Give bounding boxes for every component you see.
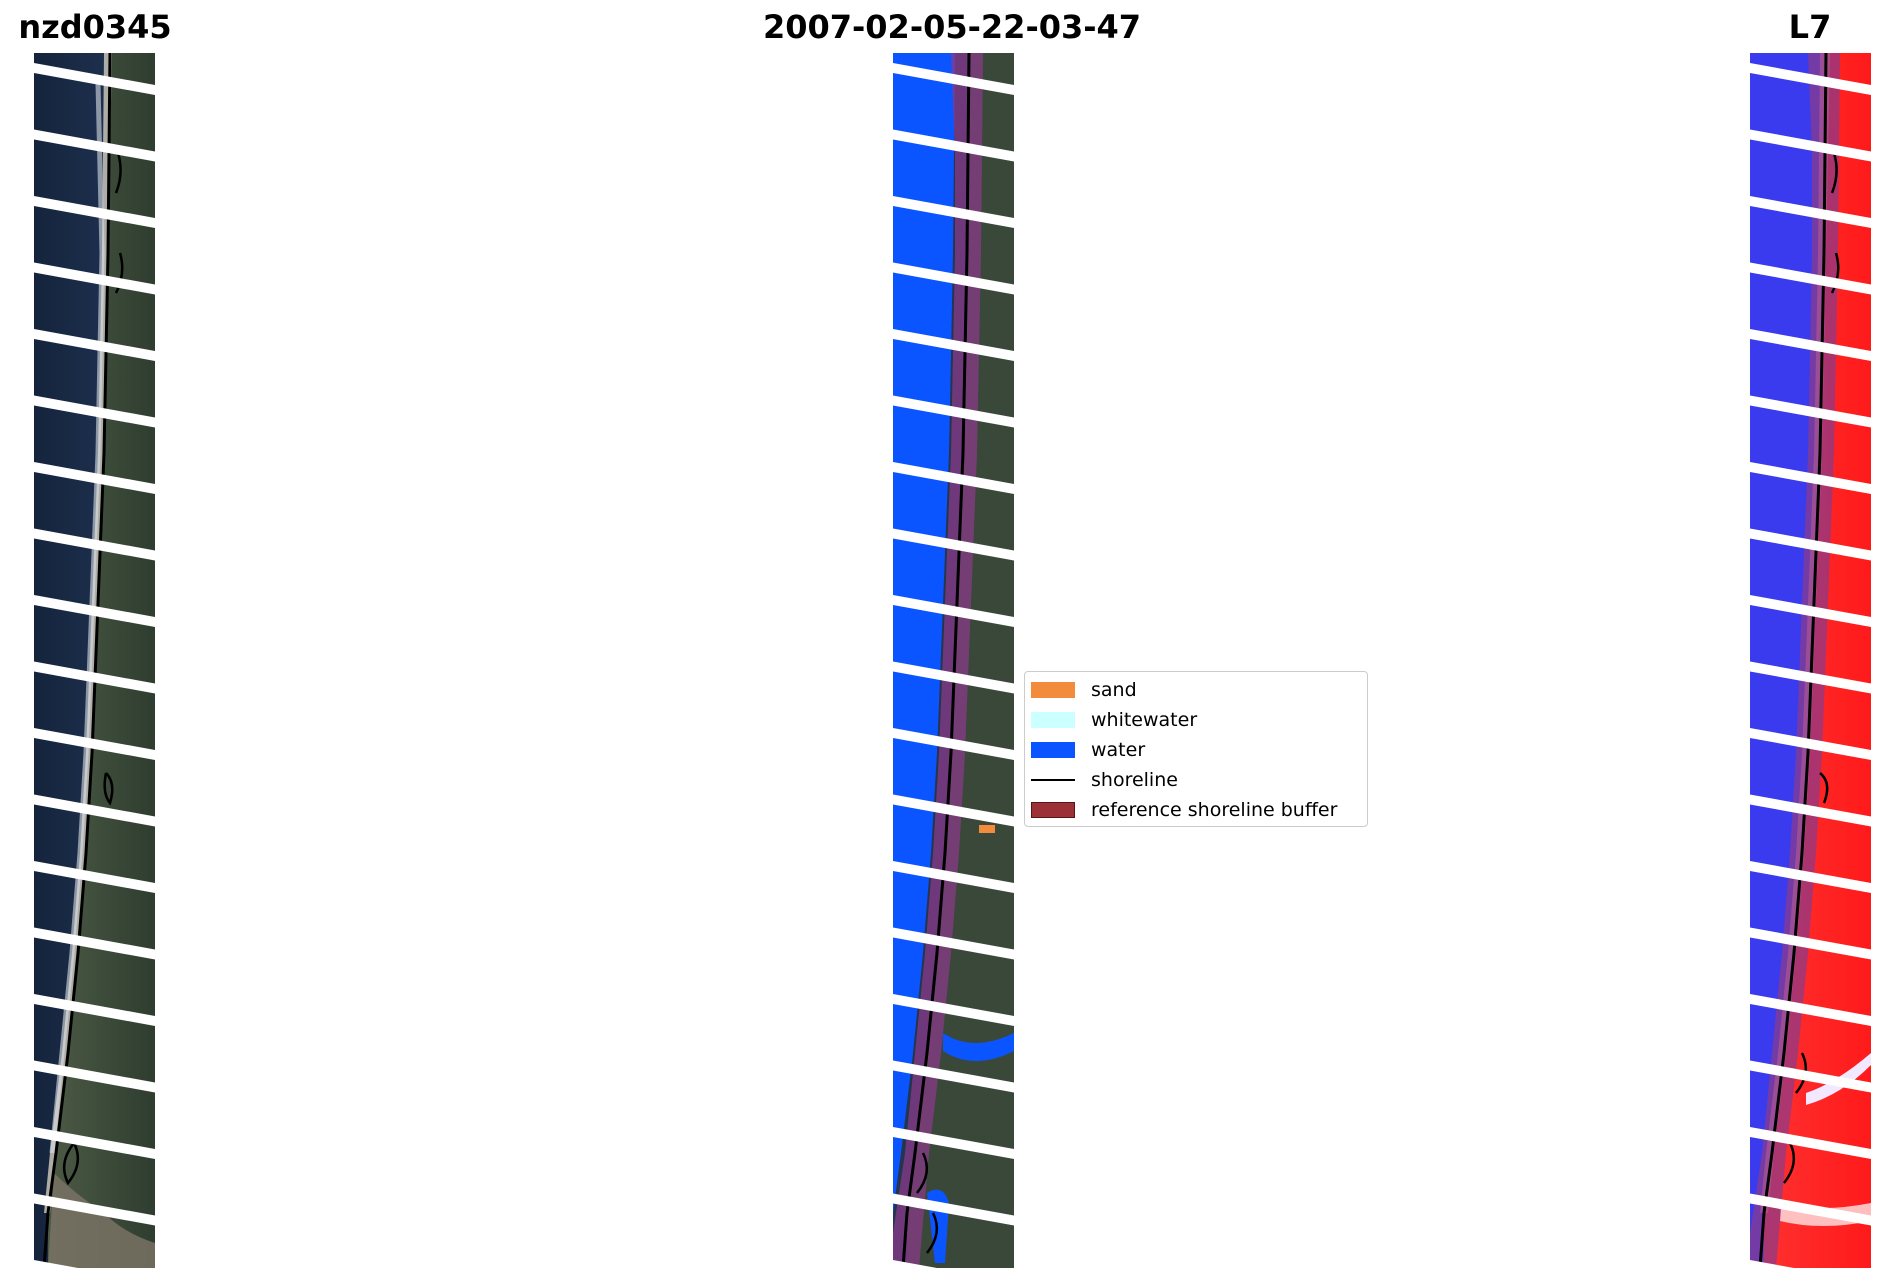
legend-item-shoreline: shoreline — [1031, 768, 1178, 792]
sand-swatch — [1031, 682, 1075, 698]
legend-label: sand — [1091, 679, 1137, 701]
scan-line-gap — [1750, 462, 1871, 494]
scan-line-gap — [1750, 595, 1871, 627]
scan-line-gap — [1750, 63, 1871, 95]
scan-line-gap — [1750, 994, 1871, 1026]
scan-line-gap — [1750, 1193, 1871, 1226]
satellite-title: L7 — [1788, 8, 1832, 46]
legend-item-buffer: reference shoreline buffer — [1031, 798, 1337, 822]
scan-line-gap — [34, 329, 155, 361]
legend-label: reference shoreline buffer — [1091, 799, 1338, 821]
legend-item-sand: sand — [1031, 678, 1137, 702]
scan-line-gap — [1750, 262, 1871, 295]
scan-line-gap — [34, 1127, 155, 1159]
scan-line-gap — [893, 63, 1014, 95]
water-swatch — [1031, 742, 1075, 758]
scan-line-gap — [893, 927, 1014, 960]
scan-line-gap — [34, 395, 155, 428]
scan-line-gap — [893, 129, 1014, 162]
scan-line-gap — [34, 927, 155, 960]
scan-line-gap — [893, 728, 1014, 760]
scan-line-gap — [34, 994, 155, 1026]
scan-line-gap — [1750, 661, 1871, 694]
scan-line-gap — [34, 262, 155, 295]
scan-line-gap — [1750, 1260, 1794, 1268]
scan-line-gap — [34, 595, 155, 627]
legend-label: shoreline — [1091, 769, 1178, 791]
scan-line-gap — [34, 794, 155, 827]
classified-image-panel — [893, 53, 1014, 1268]
scan-line-gap — [893, 462, 1014, 494]
legend: sand whitewater water shoreline referenc… — [1024, 671, 1368, 827]
site-title: nzd0345 — [18, 8, 172, 46]
water-index-panel — [1750, 53, 1871, 1268]
scan-line-gap — [893, 329, 1014, 361]
scan-line-gap — [1750, 927, 1871, 960]
scan-line-gap — [34, 661, 155, 694]
scan-line-gap — [1750, 196, 1871, 228]
scan-line-gap — [34, 728, 155, 760]
legend-label: water — [1091, 739, 1146, 761]
scan-line-gap — [1750, 329, 1871, 361]
scan-line-gap — [893, 661, 1014, 694]
scan-line-gap — [34, 528, 155, 561]
scan-line-gap — [1750, 861, 1871, 893]
scan-line-gap — [893, 994, 1014, 1026]
scan-line-gap — [893, 262, 1014, 295]
scan-line-gap — [1750, 528, 1871, 561]
scan-line-gap — [893, 528, 1014, 561]
buffer-swatch — [1031, 802, 1075, 818]
scan-line-gap — [1750, 728, 1871, 760]
scan-line-gap — [893, 861, 1014, 893]
scan-line-gap — [34, 63, 155, 95]
scan-line-gap — [34, 462, 155, 494]
scan-line-gap — [34, 129, 155, 162]
scan-line-gap — [893, 196, 1014, 228]
rgb-image-panel — [34, 53, 155, 1268]
legend-item-whitewater: whitewater — [1031, 708, 1197, 732]
scan-line-gap — [34, 861, 155, 893]
date-title: 2007-02-05-22-03-47 — [762, 8, 1142, 46]
scan-line-gap — [34, 1260, 78, 1268]
scan-line-gap — [1750, 1127, 1871, 1159]
scan-line-gap — [893, 794, 1014, 827]
legend-label: whitewater — [1091, 709, 1198, 731]
scan-line-gap — [893, 395, 1014, 428]
scan-line-gap — [893, 1127, 1014, 1159]
scan-line-gap — [34, 1193, 155, 1226]
scan-line-gap — [893, 1060, 1014, 1093]
whitewater-swatch — [1031, 712, 1075, 728]
scan-line-gap — [893, 1193, 1014, 1226]
shoreline-swatch — [1031, 779, 1075, 781]
scan-line-gap — [893, 1260, 937, 1268]
scan-line-gap — [1750, 395, 1871, 428]
scan-line-gap — [1750, 794, 1871, 827]
scan-line-gap — [1750, 129, 1871, 162]
scan-line-gap — [1750, 1060, 1871, 1093]
scan-line-gap — [34, 1060, 155, 1093]
scan-line-gap — [34, 196, 155, 228]
scan-line-gap — [893, 595, 1014, 627]
legend-item-water: water — [1031, 738, 1145, 762]
